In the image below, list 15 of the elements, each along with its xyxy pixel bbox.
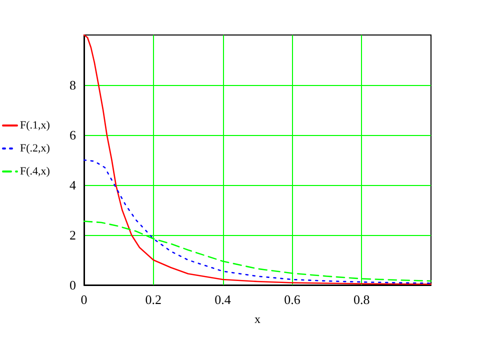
y-tick-label: 6	[70, 128, 76, 142]
legend-label: F(.2,x)	[20, 142, 50, 154]
y-tick-label: 8	[70, 78, 76, 92]
legend-label: F(.4,x)	[20, 166, 50, 178]
x-axis-title: x	[254, 312, 260, 326]
x-tick-label: 0.4	[214, 292, 232, 307]
y-tick-label: 4	[70, 178, 76, 192]
legend-label: F(.1,x)	[20, 120, 50, 132]
x-tick-label: 0.6	[284, 292, 301, 307]
x-tick-label: 0	[80, 292, 88, 307]
line-series	[83, 34, 432, 285]
y-tick-label: 0	[70, 278, 76, 292]
y-tick-label: 2	[70, 228, 76, 242]
x-tick-label: 0.8	[353, 292, 370, 307]
x-tick-label: 0.2	[145, 292, 162, 307]
